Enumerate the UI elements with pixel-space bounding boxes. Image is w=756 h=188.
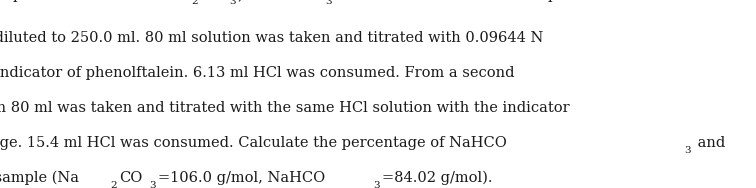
Text: 2: 2 [110,181,117,188]
Text: 3: 3 [373,181,380,188]
Text: and inert material. This sample was solved: and inert material. This sample was solv… [333,0,656,2]
Text: , NaHCO: , NaHCO [238,0,305,2]
Text: =106.0 g/mol, NaHCO: =106.0 g/mol, NaHCO [158,171,325,185]
Text: 2.413 g sample contains Na: 2.413 g sample contains Na [0,0,129,2]
Text: CO: CO [119,171,143,185]
Text: 3: 3 [325,0,331,6]
Text: in sample (Na: in sample (Na [0,171,79,185]
Text: CO: CO [200,0,223,2]
Text: 3: 3 [230,0,237,6]
Text: =84.02 g/mol).: =84.02 g/mol). [383,171,493,185]
Text: 2: 2 [191,0,197,6]
Text: solution, again 80 ml was taken and titrated with the same HCl solution with the: solution, again 80 ml was taken and titr… [0,101,570,115]
Text: HCl with the indicator of phenolftalein. 6.13 ml HCl was consumed. From a second: HCl with the indicator of phenolftalein.… [0,66,515,80]
Text: and: and [693,136,725,150]
Text: 3: 3 [150,181,156,188]
Text: 3: 3 [684,146,691,155]
Text: in water and diluted to 250.0 ml. 80 ml solution was taken and titrated with 0.0: in water and diluted to 250.0 ml. 80 ml … [0,31,544,45]
Text: of methylorange. 15.4 ml HCl was consumed. Calculate the percentage of NaHCO: of methylorange. 15.4 ml HCl was consume… [0,136,507,150]
